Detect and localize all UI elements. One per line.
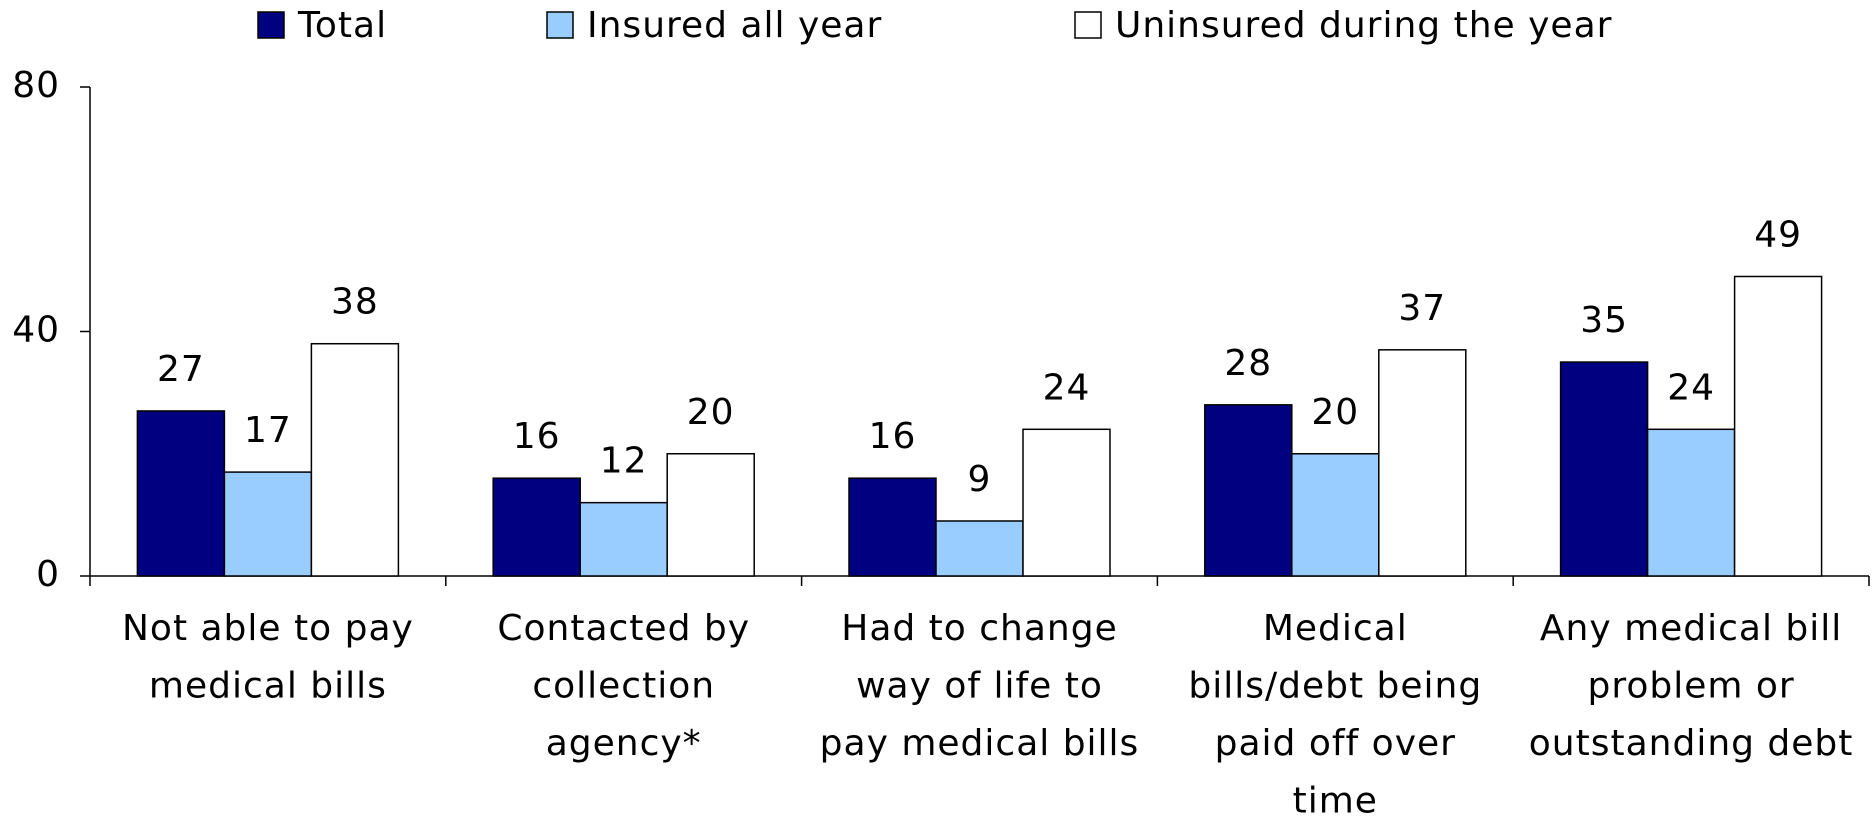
value-label: 27 [157,349,205,390]
x-tick-label: medical bills [149,666,387,707]
bar [848,477,937,577]
bar [136,410,226,577]
legend-label: Total [297,5,387,46]
legend-swatch [546,11,574,39]
bar [1559,361,1649,577]
x-tick-label: time [1293,781,1378,820]
x-tick-label: Medical [1263,608,1408,649]
x-tick-label: agency* [546,723,702,764]
value-label: 24 [1667,367,1715,408]
bar [492,477,581,577]
bar [1022,428,1111,577]
x-tick-label: paid off over [1215,723,1456,764]
x-tick-label: Had to change [841,608,1118,649]
bar [223,471,313,577]
y-tick-label: 80 [12,65,60,106]
value-label: 38 [331,282,379,323]
value-label: 16 [513,416,561,457]
bar [1646,428,1736,577]
x-tick-label: outstanding debt [1529,723,1854,764]
x-tick-label: pay medical bills [820,723,1140,764]
bar [1291,453,1380,577]
value-label: 24 [1043,367,1091,408]
x-tick-label: Not able to pay [122,608,414,649]
y-tick-label: 40 [12,310,60,351]
value-label: 9 [968,459,992,500]
value-label: 12 [600,441,648,482]
bar [1204,404,1293,577]
value-label: 35 [1580,300,1628,341]
x-tick-label: Any medical bill [1540,608,1842,649]
x-tick-label: problem or [1587,666,1794,707]
legend-swatch [1074,11,1102,39]
y-tick-label: 0 [36,554,60,595]
legend-label: Uninsured during the year [1115,5,1612,46]
bar [579,501,668,577]
bar [1378,349,1467,577]
value-label: 17 [244,410,292,451]
value-label: 28 [1224,343,1272,384]
value-label: 49 [1754,214,1802,255]
value-label: 37 [1398,288,1446,329]
bar [310,342,400,577]
x-tick-label: bills/debt being [1188,666,1482,707]
bar [935,520,1024,577]
x-tick-label: way of life to [856,666,1103,707]
value-label: 16 [869,416,917,457]
value-label: 20 [687,392,735,433]
x-tick-label: Contacted by [497,608,750,649]
bar [1733,275,1823,577]
legend-swatch [257,11,285,39]
legend-label: Insured all year [587,5,882,46]
bar [666,453,755,577]
x-tick-label: collection [532,666,715,707]
value-label: 20 [1311,392,1359,433]
